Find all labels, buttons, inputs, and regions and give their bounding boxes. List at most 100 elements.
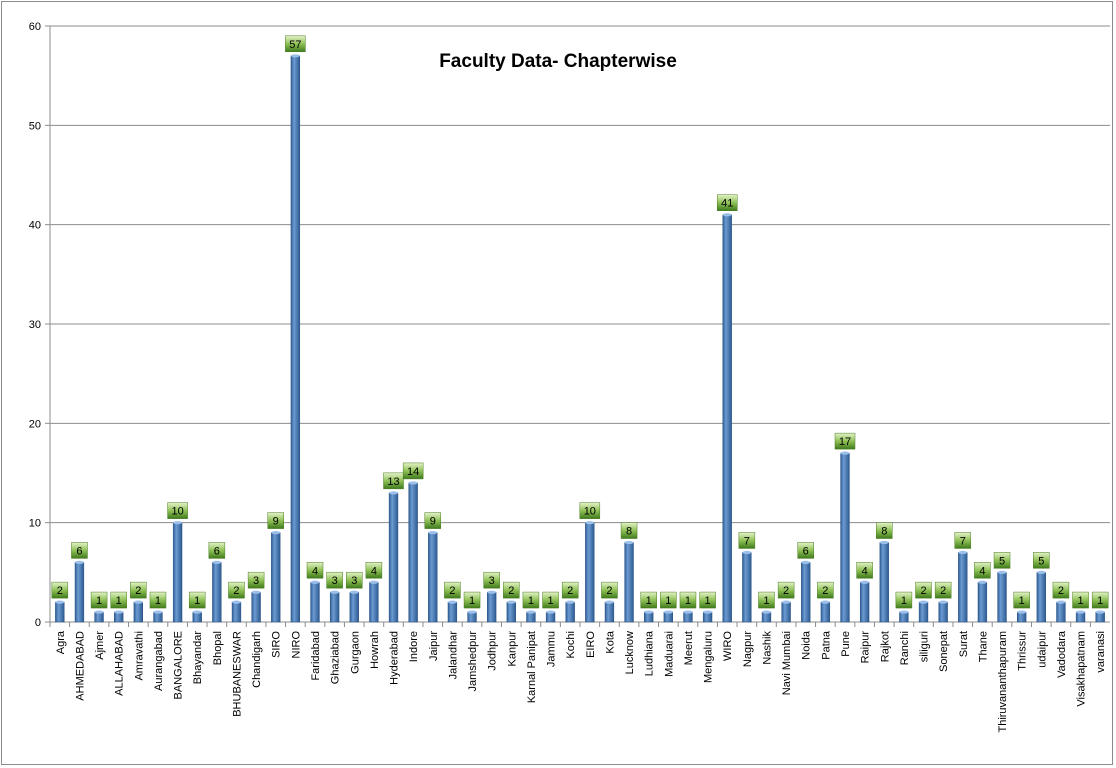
data-label-30: 1 [640,591,657,609]
bar-cap [820,600,830,604]
data-label-value: 2 [783,585,789,597]
bar-body [801,562,811,623]
data-label-38: 6 [797,542,814,559]
data-label-box [483,571,500,589]
data-label-value: 1 [685,595,691,607]
category-label: Surat [958,631,970,657]
data-label-box [601,581,618,599]
category-label: Kanpur [506,631,518,667]
bar-cap [977,580,987,584]
bar-14 [329,590,340,623]
category-label: Jodhpur [487,631,499,671]
data-label-box [365,562,383,579]
category-label: Noida [801,630,813,660]
category-label: Mengaluru [703,631,715,683]
bar-32 [683,610,693,623]
bar-body [251,591,261,623]
data-label-value: 5 [1038,555,1044,567]
data-label-value: 4 [862,565,868,577]
category-label: Thane [977,631,989,662]
bar-cap [644,610,654,614]
category-label: Ajmer [94,631,106,660]
bar-cap [605,600,614,604]
bar-cap [801,560,811,565]
bar-body [212,562,222,623]
data-label-box [71,542,88,559]
bar-cap [762,610,771,614]
data-label-26: 2 [561,581,579,599]
data-label-39: 2 [817,581,834,599]
bar-34 [722,213,732,623]
bar-20 [447,600,458,623]
data-label-box [51,581,69,599]
data-label-value: 10 [584,506,596,518]
bar-cap [938,600,948,604]
data-label-value: 1 [705,595,711,607]
bar-body [604,601,615,623]
category-label: udaipur [1036,631,1048,668]
bar-cap [55,600,65,604]
data-label-value: 1 [528,595,534,607]
bar-cap [919,600,928,604]
data-label-box [402,462,424,480]
data-label-value: 4 [979,565,985,577]
category-label: Amravathi [133,631,145,681]
data-label-box [346,571,363,589]
category-label: Nashik [761,631,773,665]
bar-cap [526,610,536,614]
data-label-22: 3 [483,571,500,589]
data-label-8: 6 [208,542,226,559]
data-label-value: 1 [116,595,122,607]
data-label-24: 1 [522,591,540,609]
data-label-box [699,591,716,609]
data-label-value: 8 [626,526,632,538]
data-label-value: 2 [233,585,239,597]
bar-body [958,552,968,623]
bar-body [820,601,831,623]
category-label: Jaipur [428,631,440,661]
category-label: Patna [820,630,832,660]
bar-51 [1056,600,1066,623]
data-label-16: 4 [365,562,383,579]
bar-cap [330,590,340,594]
data-label-box [424,512,442,529]
bar-38 [801,560,811,623]
data-label-value: 3 [489,575,495,587]
bar-27 [585,521,595,623]
category-label: Howrah [369,631,381,669]
category-label: Ranchi [899,631,911,665]
data-label-value: 17 [839,436,851,448]
bar-29 [624,540,634,623]
category-label: Rajkot [879,631,891,662]
data-label-value: 7 [744,535,750,547]
bar-cap [781,600,791,604]
data-label-35: 7 [738,532,756,549]
category-label: Ludhiana [644,630,656,676]
data-label-34: 41 [716,194,738,211]
data-label-29: 8 [620,522,638,539]
category-label: Vadodara [1056,630,1068,678]
data-label-box [383,472,404,490]
bar-body [408,482,418,623]
bar-body [369,582,379,623]
gridlines [50,25,1110,623]
data-label-box [542,591,559,609]
data-label-value: 8 [881,526,887,538]
bar-cap [624,540,634,545]
bar-5 [153,610,163,623]
data-label-box [974,562,991,579]
data-label-15: 3 [346,571,363,589]
data-label-box [934,581,952,599]
bar-28 [604,600,615,623]
bar-cap [879,540,889,545]
data-label-18: 14 [402,462,424,480]
bar-9 [231,600,242,623]
bar-body [938,601,948,623]
data-label-33: 1 [699,591,716,609]
bar-cap [546,610,555,614]
category-label: BHUBANESWAR [231,631,243,717]
bar-cap [94,610,104,614]
bar-10 [251,590,261,623]
data-label-value: 1 [901,595,907,607]
data-label-value: 9 [273,516,279,528]
